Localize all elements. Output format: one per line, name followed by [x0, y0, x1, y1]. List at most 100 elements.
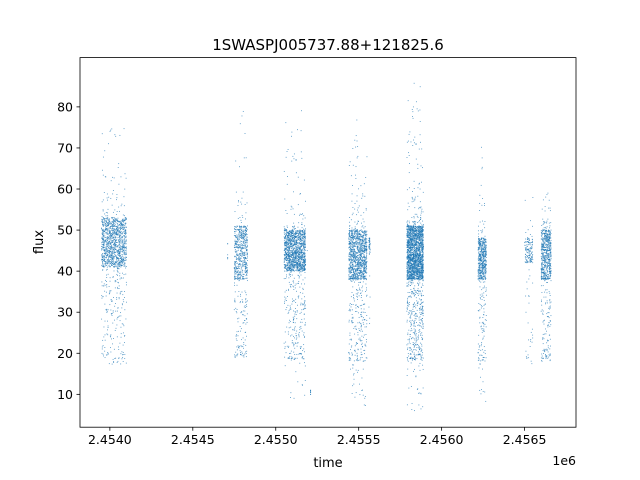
- data-point: [294, 264, 296, 266]
- data-point: [294, 235, 296, 237]
- data-point: [351, 354, 353, 356]
- data-point: [244, 305, 246, 307]
- data-point: [287, 331, 289, 333]
- data-point: [352, 322, 354, 323]
- data-point: [358, 250, 360, 252]
- data-point: [304, 264, 306, 266]
- data-point: [293, 235, 294, 237]
- data-point: [242, 260, 244, 262]
- data-point: [108, 264, 110, 266]
- data-point: [357, 248, 359, 250]
- data-point: [296, 233, 298, 234]
- data-point: [353, 232, 355, 234]
- data-point: [101, 297, 103, 299]
- data-point: [352, 268, 354, 269]
- data-point: [241, 246, 243, 248]
- data-point: [122, 250, 124, 252]
- data-point: [304, 283, 305, 285]
- data-point: [363, 308, 365, 310]
- data-point: [350, 266, 352, 268]
- data-point: [288, 246, 290, 248]
- data-point: [110, 223, 112, 225]
- data-point: [111, 264, 113, 266]
- data-point: [304, 265, 306, 267]
- data-point: [357, 278, 359, 280]
- data-point: [112, 240, 114, 242]
- data-point: [411, 264, 413, 266]
- data-point: [114, 260, 116, 262]
- data-point: [299, 326, 301, 328]
- data-point: [242, 246, 244, 248]
- data-point: [360, 255, 362, 256]
- data-point: [360, 264, 362, 266]
- data-point: [298, 263, 300, 265]
- data-point: [364, 248, 366, 250]
- data-point: [105, 237, 107, 238]
- data-point: [241, 232, 243, 234]
- data-point: [125, 218, 127, 219]
- data-point: [106, 248, 108, 250]
- data-point: [235, 266, 237, 268]
- data-point: [107, 225, 109, 227]
- data-point: [294, 263, 296, 265]
- data-point: [301, 283, 302, 285]
- data-point: [284, 263, 286, 265]
- data-point: [356, 263, 358, 265]
- data-point: [359, 230, 361, 232]
- data-point: [296, 249, 298, 251]
- data-point: [300, 325, 302, 327]
- data-point: [299, 232, 301, 234]
- data-point: [363, 250, 365, 252]
- data-point: [360, 229, 362, 231]
- data-point: [120, 230, 122, 232]
- data-point: [365, 241, 366, 243]
- data-point: [123, 239, 125, 240]
- data-point: [103, 221, 105, 223]
- data-point: [117, 316, 118, 318]
- data-point: [289, 250, 291, 252]
- data-point: [364, 270, 366, 272]
- data-point: [296, 269, 298, 271]
- data-point: [125, 250, 127, 252]
- data-point: [349, 236, 351, 238]
- data-point: [122, 272, 123, 274]
- data-point: [358, 254, 360, 256]
- data-point: [353, 238, 355, 239]
- data-point: [111, 236, 113, 238]
- data-point: [352, 317, 354, 319]
- data-point: [366, 255, 368, 257]
- data-point: [298, 333, 300, 335]
- data-point: [361, 315, 363, 317]
- data-point: [357, 261, 359, 262]
- data-point: [303, 308, 305, 310]
- data-point: [351, 352, 353, 354]
- data-point: [242, 253, 244, 255]
- data-point: [241, 235, 242, 237]
- data-point: [242, 263, 244, 265]
- data-point: [237, 321, 239, 323]
- data-point: [299, 265, 300, 267]
- data-point: [284, 230, 286, 231]
- data-point: [244, 234, 246, 236]
- data-point: [361, 266, 363, 268]
- data-point: [295, 264, 297, 266]
- data-point: [303, 253, 305, 255]
- data-point: [246, 238, 248, 240]
- data-point: [115, 255, 117, 257]
- data-point: [107, 222, 109, 224]
- data-point: [123, 257, 125, 259]
- data-point: [117, 307, 119, 309]
- data-point: [108, 251, 110, 253]
- data-point: [240, 268, 242, 270]
- data-point: [363, 243, 365, 244]
- data-point: [246, 270, 248, 272]
- data-point: [290, 274, 291, 275]
- data-point: [419, 234, 421, 236]
- data-point: [294, 327, 295, 329]
- data-point: [354, 242, 356, 244]
- data-point: [238, 274, 240, 276]
- data-point: [352, 207, 354, 208]
- data-point: [365, 334, 367, 335]
- data-point: [362, 251, 364, 253]
- data-point: [108, 256, 110, 258]
